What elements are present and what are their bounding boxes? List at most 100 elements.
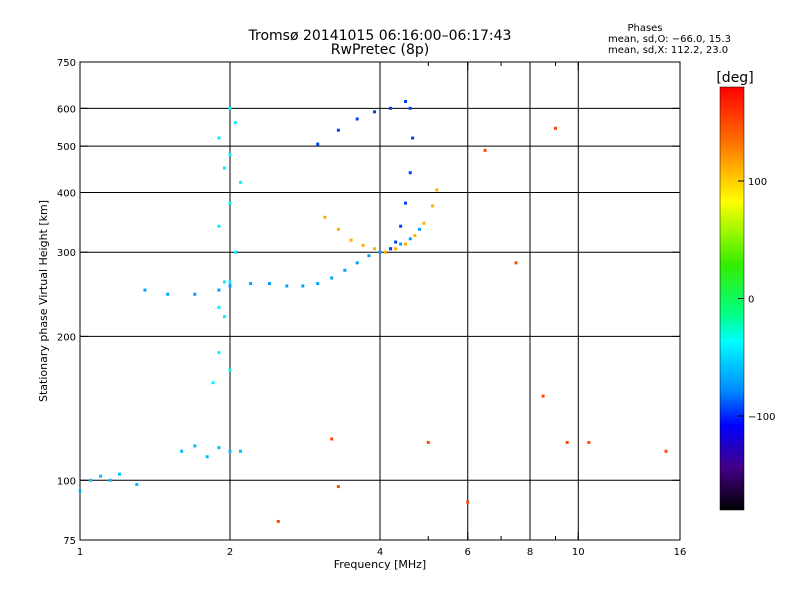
data-point bbox=[355, 117, 359, 121]
data-point bbox=[394, 247, 398, 251]
data-point bbox=[228, 368, 232, 372]
colorbar-tick-label: 100 bbox=[748, 177, 767, 188]
data-point bbox=[435, 188, 439, 192]
data-point bbox=[211, 381, 215, 385]
y-tick-label: 300 bbox=[57, 248, 76, 259]
data-point bbox=[323, 215, 327, 219]
x-tick-label: 1 bbox=[77, 547, 83, 558]
data-point bbox=[378, 250, 382, 254]
data-point bbox=[99, 474, 103, 478]
data-point bbox=[217, 305, 221, 309]
data-point bbox=[373, 247, 377, 251]
data-point bbox=[233, 250, 237, 254]
data-point bbox=[180, 449, 184, 453]
data-point bbox=[301, 284, 305, 288]
data-point bbox=[361, 243, 365, 247]
data-point bbox=[228, 153, 232, 157]
data-point bbox=[389, 247, 393, 251]
data-point bbox=[553, 126, 557, 130]
y-tick-label: 400 bbox=[57, 188, 76, 199]
data-point bbox=[89, 478, 93, 482]
data-point bbox=[135, 482, 139, 486]
data-point bbox=[541, 394, 545, 398]
data-point bbox=[389, 106, 393, 110]
y-tick-label: 100 bbox=[57, 476, 76, 487]
data-point bbox=[383, 250, 387, 254]
colorbar: [deg] 100 0 −100 bbox=[716, 70, 775, 511]
data-point bbox=[411, 136, 415, 140]
data-point bbox=[143, 288, 147, 292]
data-point bbox=[228, 201, 232, 205]
x-axis-label: Frequency [MHz] bbox=[334, 558, 426, 571]
data-point bbox=[223, 166, 227, 170]
data-point bbox=[249, 282, 253, 286]
data-point bbox=[355, 261, 359, 265]
x-tick-label: 10 bbox=[572, 547, 585, 558]
data-point bbox=[343, 268, 347, 272]
colorbar-label: [deg] bbox=[716, 70, 753, 86]
data-point bbox=[399, 224, 403, 228]
data-point bbox=[217, 288, 221, 292]
colorbar-tick-label: −100 bbox=[748, 412, 775, 423]
phase-stats-x: mean, sd,X: 112.2, 23.0 bbox=[608, 45, 728, 56]
data-point bbox=[267, 282, 271, 286]
x-tick-label: 2 bbox=[227, 547, 233, 558]
phase-stats-title: Phases bbox=[627, 23, 662, 34]
data-point bbox=[514, 261, 518, 265]
data-point bbox=[408, 106, 412, 110]
data-point bbox=[217, 351, 221, 355]
x-tick-label: 16 bbox=[674, 547, 687, 558]
colorbar-ticks: 100 0 −100 bbox=[738, 177, 775, 423]
data-point bbox=[408, 237, 412, 241]
data-point bbox=[336, 485, 340, 489]
data-point bbox=[285, 284, 289, 288]
data-point bbox=[233, 121, 237, 125]
y-tick-label: 500 bbox=[57, 142, 76, 153]
data-point bbox=[466, 500, 470, 504]
data-point bbox=[217, 224, 221, 228]
data-point bbox=[349, 238, 353, 242]
data-point bbox=[228, 280, 232, 284]
data-point bbox=[217, 136, 221, 140]
data-point bbox=[565, 440, 569, 444]
data-point bbox=[223, 280, 227, 284]
data-point bbox=[426, 440, 430, 444]
y-tick-label: 200 bbox=[57, 332, 76, 343]
data-point bbox=[228, 284, 232, 288]
data-point bbox=[217, 446, 221, 450]
data-point bbox=[223, 315, 227, 319]
data-point bbox=[431, 204, 435, 208]
chart-subtitle: RwPretec (8p) bbox=[331, 42, 429, 58]
x-tick-label: 8 bbox=[527, 547, 533, 558]
data-point bbox=[403, 100, 407, 104]
data-point bbox=[367, 254, 371, 258]
data-point bbox=[239, 449, 243, 453]
y-tick-label: 600 bbox=[57, 104, 76, 115]
data-point bbox=[276, 519, 280, 523]
x-tick-label: 6 bbox=[465, 547, 471, 558]
data-point bbox=[664, 449, 668, 453]
data-point bbox=[78, 489, 82, 493]
data-point bbox=[117, 472, 121, 476]
data-point bbox=[422, 221, 426, 225]
data-point bbox=[336, 227, 340, 231]
data-point bbox=[483, 148, 487, 152]
chart-title: Tromsø 20141015 06:16:00–06:17:43 bbox=[248, 28, 512, 44]
data-point bbox=[316, 142, 320, 146]
data-point bbox=[193, 292, 197, 296]
data-points bbox=[78, 100, 668, 523]
data-point bbox=[403, 242, 407, 246]
data-point bbox=[413, 234, 417, 238]
data-point bbox=[587, 440, 591, 444]
data-point bbox=[336, 128, 340, 132]
phase-stats: Phases mean, sd,O: −66.0, 15.3 mean, sd,… bbox=[608, 23, 731, 56]
y-tick-label: 75 bbox=[63, 536, 76, 547]
x-tick-label: 4 bbox=[377, 547, 383, 558]
data-point bbox=[330, 276, 334, 280]
data-point bbox=[166, 292, 170, 296]
data-point bbox=[417, 227, 421, 231]
y-axis-label: Stationary phase Virtual Height [km] bbox=[37, 200, 50, 402]
data-point bbox=[205, 455, 209, 459]
data-point bbox=[373, 110, 377, 114]
